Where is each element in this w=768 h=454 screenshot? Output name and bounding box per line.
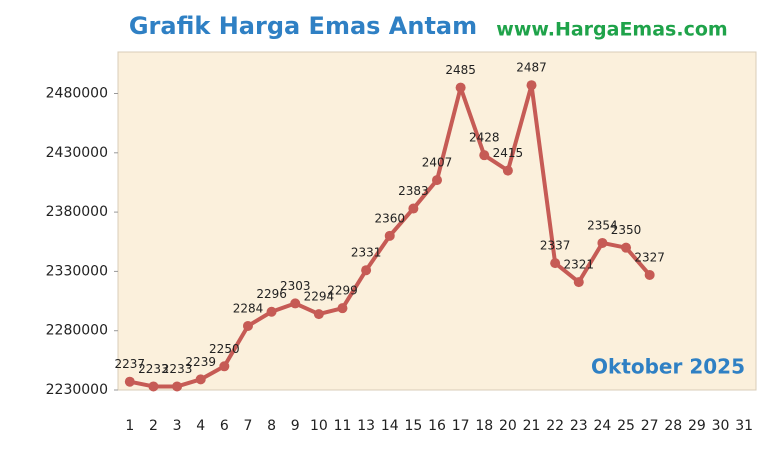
value-label: 2327: [634, 250, 665, 264]
point: [172, 381, 183, 392]
point: [290, 298, 301, 309]
point: [621, 242, 632, 253]
annotation: Oktober 2025: [591, 355, 745, 379]
plot-area: [117, 51, 757, 391]
x-tick-label: 30: [712, 418, 730, 434]
x-tick-label: 6: [220, 418, 229, 434]
x-tick-label: 7: [244, 418, 253, 434]
x-tick-label: 10: [310, 418, 328, 434]
x-tick-label: 2: [149, 418, 158, 434]
chart-title: Grafik Harga Emas Antam: [129, 12, 477, 40]
x-tick-label: 22: [546, 418, 564, 434]
x-tick-label: 31: [735, 418, 753, 434]
x-tick-label: 9: [291, 418, 300, 434]
point: [408, 203, 419, 214]
value-label: 2337: [540, 239, 571, 253]
x-tick-label: 3: [173, 418, 182, 434]
x-tick-label: 27: [641, 418, 659, 434]
chart-subtitle: www.HargaEmas.com: [496, 19, 727, 41]
x-tick-label: 28: [664, 418, 682, 434]
point: [148, 381, 159, 392]
point: [313, 309, 324, 320]
y-tick-label: 2330000: [46, 263, 108, 279]
x-tick-label: 29: [688, 418, 706, 434]
x-tick-label: 11: [334, 418, 352, 434]
point: [432, 175, 442, 186]
x-tick-label: 25: [617, 418, 635, 434]
y-tick-label: 2280000: [46, 323, 108, 339]
value-label: 2299: [327, 284, 358, 298]
point: [124, 376, 135, 387]
value-label: 2354: [587, 218, 618, 232]
point: [266, 306, 277, 317]
x-tick-label: 8: [267, 418, 276, 434]
value-label: 2239: [185, 355, 216, 369]
value-label: 2294: [304, 290, 335, 304]
x-tick-label: 17: [452, 418, 470, 434]
y-tick-label: 2430000: [46, 145, 108, 161]
value-label: 2428: [469, 131, 500, 145]
x-tick-label: 21: [523, 418, 541, 434]
y-tick-label: 2380000: [46, 204, 108, 220]
point: [384, 230, 395, 241]
value-label: 2407: [422, 156, 453, 170]
value-label: 2233: [162, 362, 193, 376]
y-tick-label: 2230000: [46, 382, 108, 398]
value-label: 2360: [374, 211, 405, 225]
point: [195, 374, 206, 385]
value-label: 2415: [493, 146, 524, 160]
x-tick-label: 20: [499, 418, 517, 434]
value-label: 2237: [115, 357, 146, 371]
point: [455, 82, 466, 93]
point: [502, 165, 513, 176]
value-label: 2296: [256, 287, 287, 301]
x-tick-label: 15: [404, 418, 422, 434]
value-label: 2233: [138, 362, 169, 376]
value-label: 2303: [280, 279, 311, 293]
x-tick-label: 13: [357, 418, 375, 434]
point: [597, 237, 608, 248]
value-label: 2485: [445, 63, 476, 77]
point: [550, 258, 561, 269]
value-label: 2250: [209, 342, 240, 356]
point: [526, 80, 537, 91]
value-label: 2284: [233, 301, 264, 315]
value-label: 2383: [398, 184, 429, 198]
point: [219, 361, 230, 372]
x-tick-label: 4: [196, 418, 205, 434]
point: [337, 303, 348, 314]
point: [361, 265, 372, 276]
point: [644, 269, 655, 280]
x-tick-label: 24: [593, 418, 611, 434]
value-label: 2321: [564, 258, 595, 272]
value-label: 2487: [516, 61, 547, 75]
point: [242, 320, 253, 331]
y-tick-label: 2480000: [46, 86, 108, 102]
x-tick-label: 1: [125, 418, 134, 434]
value-label: 2331: [351, 246, 382, 260]
point: [479, 150, 490, 161]
x-tick-label: 18: [475, 418, 493, 434]
x-tick-label: 23: [570, 418, 588, 434]
x-tick-label: 14: [381, 418, 399, 434]
x-tick-label: 16: [428, 418, 446, 434]
value-label: 2350: [611, 223, 642, 237]
point: [573, 277, 584, 288]
